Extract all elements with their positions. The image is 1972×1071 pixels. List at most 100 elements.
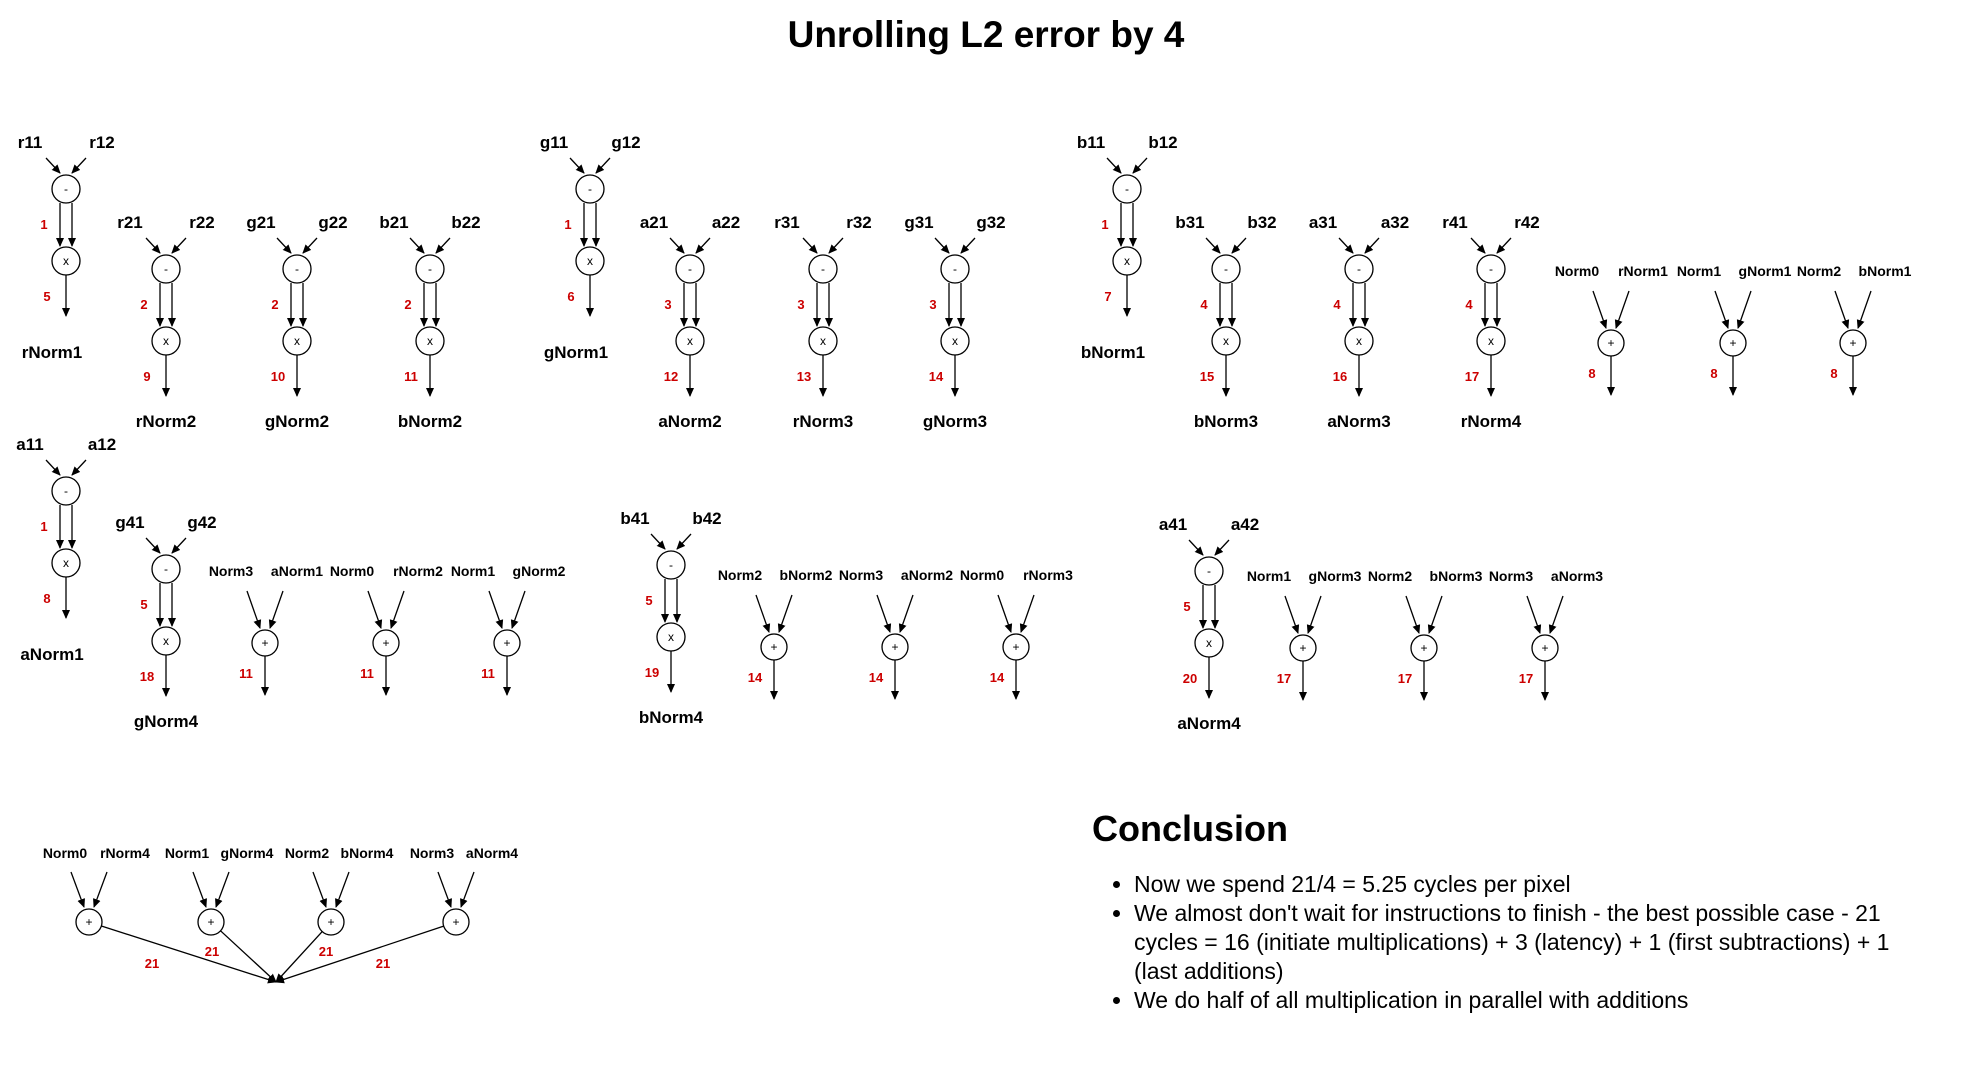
latency-label: 8 bbox=[1710, 366, 1717, 381]
input-label: r41 bbox=[1442, 213, 1468, 232]
conclusion-item: We almost don't wait for instructions to… bbox=[1134, 899, 1912, 986]
subtract-node bbox=[1476, 254, 1506, 284]
latency-label: 3 bbox=[797, 297, 804, 312]
edge-arrow bbox=[192, 871, 207, 908]
latency-label: 11 bbox=[404, 369, 418, 384]
final-add-chain: Norm1 gNorm4 +21 bbox=[165, 845, 277, 983]
add-chain: Norm1 gNorm2 +11 bbox=[451, 563, 566, 696]
input-label: a11 bbox=[16, 435, 43, 454]
latency-label: 14 bbox=[990, 670, 1005, 685]
edge-arrow bbox=[437, 871, 452, 908]
input-label: g12 bbox=[611, 133, 640, 152]
add-node-symbol: + bbox=[327, 915, 334, 929]
latency-label: 17 bbox=[1519, 671, 1533, 686]
add-chain: Norm1 gNorm1 +8 bbox=[1677, 263, 1792, 396]
subtract-node bbox=[415, 254, 445, 284]
input-label: Norm0 bbox=[43, 845, 88, 861]
edge-arrow bbox=[1470, 237, 1486, 254]
edge-arrow bbox=[275, 925, 444, 984]
edge-arrow bbox=[1205, 237, 1221, 254]
edge-arrow bbox=[101, 925, 277, 984]
latency-label: 11 bbox=[239, 666, 253, 681]
multiply-node-symbol: x bbox=[1206, 636, 1212, 650]
subtract-node-symbol: - bbox=[428, 262, 432, 276]
output-label: aNorm1 bbox=[20, 645, 83, 664]
latency-label: 19 bbox=[645, 665, 659, 680]
conclusion-panel: Conclusion Now we spend 21/4 = 5.25 cycl… bbox=[1092, 808, 1912, 1015]
input-label: b11 bbox=[1077, 133, 1105, 152]
edge-arrow bbox=[435, 237, 451, 254]
edge-arrow bbox=[268, 590, 284, 629]
edge-arrow bbox=[1592, 290, 1608, 329]
subtract-node bbox=[1211, 254, 1241, 284]
input-label: r31 bbox=[774, 213, 800, 232]
subtract-node bbox=[1344, 254, 1374, 284]
subtract-node-symbol: - bbox=[1207, 564, 1211, 578]
subtract-node-symbol: - bbox=[588, 182, 592, 196]
subtract-node-symbol: - bbox=[953, 262, 957, 276]
edge-arrow bbox=[934, 237, 950, 254]
input-label: a31 bbox=[1309, 213, 1337, 232]
input-label: Norm3 bbox=[1489, 568, 1534, 584]
input-label: bNorm2 bbox=[780, 567, 833, 583]
input-label: Norm1 bbox=[451, 563, 496, 579]
input-label: g21 bbox=[246, 213, 275, 232]
edge-arrow bbox=[1427, 595, 1443, 634]
sub-mul-chain: b41 b42 - 5 x 19 bNorm4 bbox=[620, 509, 721, 727]
input-label: r32 bbox=[846, 213, 872, 232]
sub-mul-chain: g31 g32 - 3 x 14 gNorm3 bbox=[904, 213, 1005, 431]
input-label: Norm3 bbox=[209, 563, 254, 579]
edge-arrow bbox=[1019, 594, 1035, 633]
input-label: r21 bbox=[117, 213, 143, 232]
multiply-node-symbol: x bbox=[163, 634, 169, 648]
latency-label: 18 bbox=[140, 669, 154, 684]
edge-arrow bbox=[312, 871, 327, 908]
input-label: gNorm4 bbox=[221, 845, 274, 861]
subtract-node-symbol: - bbox=[164, 562, 168, 576]
edge-arrow bbox=[1405, 595, 1421, 634]
edge-arrow bbox=[93, 871, 108, 908]
sub-mul-chain: r41 r42 - 4 x 17 rNorm4 bbox=[1442, 213, 1540, 431]
subtract-node-symbol: - bbox=[1357, 262, 1361, 276]
output-label: rNorm3 bbox=[793, 412, 853, 431]
sub-mul-chain: r31 r32 - 3 x 13 rNorm3 bbox=[774, 213, 872, 431]
input-label: b42 bbox=[692, 509, 721, 528]
add-node bbox=[75, 908, 103, 936]
subtract-node bbox=[51, 476, 81, 506]
input-label: bNorm3 bbox=[1430, 568, 1483, 584]
edge-arrow bbox=[755, 594, 771, 633]
input-label: a41 bbox=[1159, 515, 1187, 534]
edge-arrow bbox=[1834, 290, 1850, 329]
latency-label: 15 bbox=[1200, 369, 1214, 384]
subtract-node-symbol: - bbox=[64, 182, 68, 196]
input-label: Norm2 bbox=[285, 845, 330, 861]
latency-label: 21 bbox=[319, 944, 333, 959]
edge-arrow bbox=[460, 871, 475, 908]
input-label: r12 bbox=[89, 133, 115, 152]
final-add-chain: Norm3 aNorm4 +21 bbox=[275, 845, 518, 984]
latency-label: 8 bbox=[1830, 366, 1837, 381]
edge-arrow bbox=[1614, 290, 1630, 329]
multiply-node-symbol: x bbox=[952, 334, 958, 348]
edge-arrow bbox=[898, 594, 914, 633]
edge-arrow bbox=[802, 237, 818, 254]
multiply-node-symbol: x bbox=[820, 334, 826, 348]
sub-mul-chain: b11 b12 - 1 x 7 bNorm1 bbox=[1077, 133, 1178, 362]
subtract-node bbox=[940, 254, 970, 284]
edge-arrow bbox=[71, 157, 87, 174]
edge-arrow bbox=[1526, 595, 1542, 634]
multiply-node-symbol: x bbox=[294, 334, 300, 348]
latency-label: 1 bbox=[40, 217, 47, 232]
latency-label: 4 bbox=[1200, 297, 1208, 312]
add-chain: Norm0 rNorm3 +14 bbox=[960, 567, 1073, 700]
multiply-node-symbol: x bbox=[1488, 334, 1494, 348]
edge-arrow bbox=[1214, 539, 1230, 556]
latency-label: 20 bbox=[1183, 671, 1197, 686]
add-chain: Norm3 aNorm3 +17 bbox=[1489, 568, 1603, 701]
input-label: aNorm2 bbox=[901, 567, 953, 583]
input-label: rNorm1 bbox=[1618, 263, 1668, 279]
input-label: a12 bbox=[88, 435, 116, 454]
input-label: b12 bbox=[1148, 133, 1177, 152]
conclusion-heading: Conclusion bbox=[1092, 808, 1288, 849]
add-chain: Norm2 bNorm1 +8 bbox=[1797, 263, 1912, 396]
